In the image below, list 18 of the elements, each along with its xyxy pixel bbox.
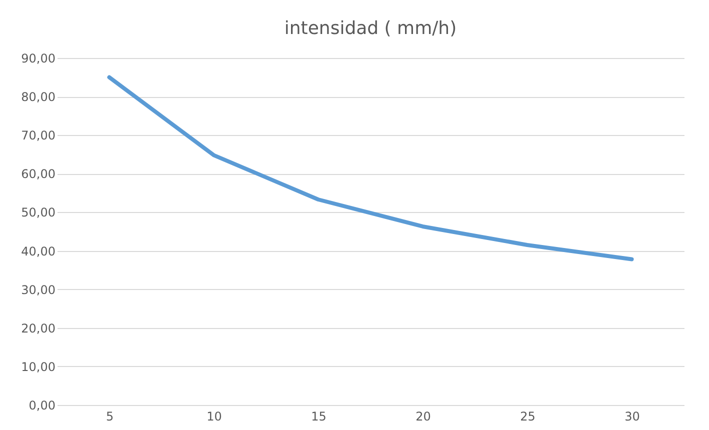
line-series [107,75,634,262]
y-tick-label: 30,00 [21,282,56,297]
y-tick-label: 40,00 [21,244,56,258]
x-tick-label: 15 [311,410,326,424]
x-tick-label: 5 [106,410,114,424]
y-tick-label: 0,00 [28,398,56,412]
chart-title: intensidad ( mm/h) [284,18,457,39]
y-tick-label: 90,00 [21,52,56,66]
x-tick-label: 20 [416,410,431,424]
y-tick-label: 70,00 [21,128,56,143]
x-tick-label: 25 [520,410,536,424]
y-tick-label: 50,00 [21,206,56,220]
x-tick-label: 10 [206,410,222,424]
y-tick-label: 20,00 [21,321,56,336]
y-tick-label: 60,00 [21,167,56,182]
y-tick-label: 10,00 [21,360,56,374]
y-tick-label: 80,00 [21,90,56,104]
x-tick-label: 30 [624,410,640,424]
